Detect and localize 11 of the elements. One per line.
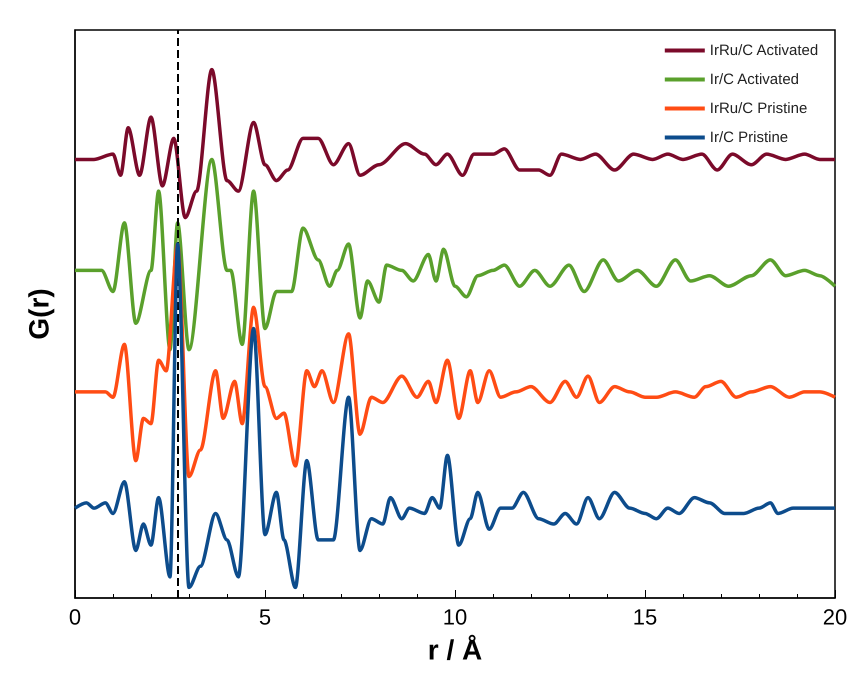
y-axis-title: G(r) (24, 288, 54, 340)
x-tick-label: 15 (632, 604, 658, 630)
x-tick-label: 5 (258, 604, 272, 630)
legend-label: Ir/C Pristine (710, 129, 788, 146)
legend-label: IrRu/C Pristine (710, 100, 808, 117)
x-tick-label: 20 (822, 604, 848, 630)
x-tick-label: 10 (442, 604, 468, 630)
legend-label: IrRu/C Activated (710, 42, 818, 59)
x-axis-title: r / Å (428, 634, 482, 666)
x-tick-label: 0 (68, 604, 82, 630)
legend-label: Ir/C Activated (710, 71, 799, 88)
